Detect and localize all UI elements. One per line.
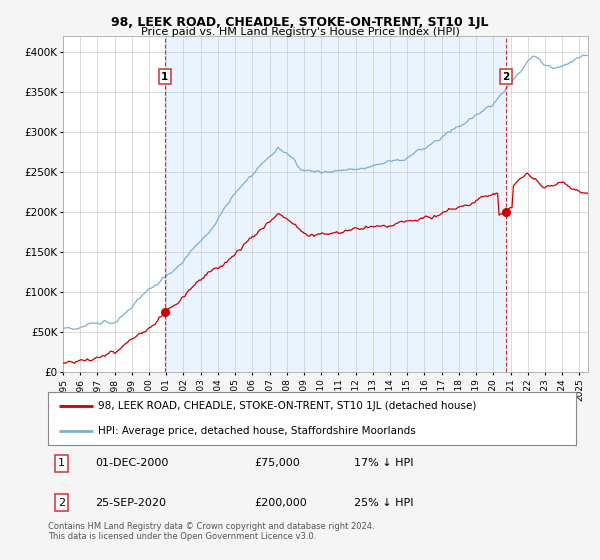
Bar [165,36,506,372]
Text: 17% ↓ HPI: 17% ↓ HPI [354,459,414,468]
Text: 1: 1 [58,459,65,468]
Text: 98, LEEK ROAD, CHEADLE, STOKE-ON-TRENT, ST10 1JL (detached house): 98, LEEK ROAD, CHEADLE, STOKE-ON-TRENT, … [98,402,476,412]
Text: 1: 1 [161,72,169,82]
Text: Price paid vs. HM Land Registry's House Price Index (HPI): Price paid vs. HM Land Registry's House … [140,27,460,37]
Text: 98, LEEK ROAD, CHEADLE, STOKE-ON-TRENT, ST10 1JL: 98, LEEK ROAD, CHEADLE, STOKE-ON-TRENT, … [111,16,489,29]
Text: £75,000: £75,000 [254,459,299,468]
Text: 25-SEP-2020: 25-SEP-2020 [95,498,167,507]
Text: £200,000: £200,000 [254,498,307,507]
Text: HPI: Average price, detached house, Staffordshire Moorlands: HPI: Average price, detached house, Staf… [98,426,416,436]
Text: Contains HM Land Registry data © Crown copyright and database right 2024.
This d: Contains HM Land Registry data © Crown c… [48,522,374,542]
Text: 25% ↓ HPI: 25% ↓ HPI [354,498,414,507]
Text: 2: 2 [58,498,65,507]
Text: 01-DEC-2000: 01-DEC-2000 [95,459,169,468]
Text: 2: 2 [502,72,509,82]
